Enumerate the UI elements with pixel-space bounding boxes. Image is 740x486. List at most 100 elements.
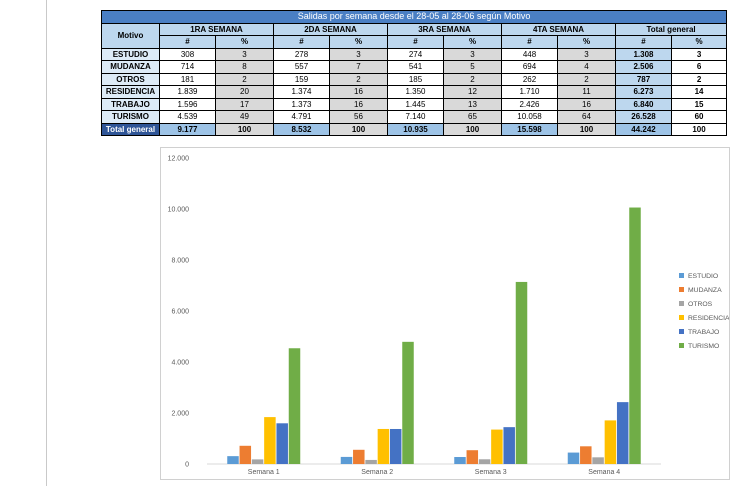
legend-label: OTROS: [688, 301, 713, 308]
total-percent: 2: [670, 72, 728, 86]
total-count: 6.840: [615, 97, 672, 111]
bar-residencia-2: [377, 428, 390, 464]
x-tick-label: Semana 4: [588, 469, 620, 476]
table-row: OTROS 181 2 159 2 185 2 262 2 787 2: [101, 72, 728, 86]
cell-count: 448: [501, 47, 558, 61]
total-percent: 3: [670, 47, 728, 61]
cell-count: 4.539: [159, 110, 216, 124]
cell-count: 1.374: [273, 85, 330, 99]
legend-swatch-estudio: [679, 273, 684, 278]
bar-trabajo-1: [276, 423, 288, 464]
cell-percent: 100: [329, 122, 388, 136]
week-header: 3RA SEMANA: [387, 22, 502, 36]
sub-header-pct: %: [557, 35, 616, 49]
sub-header-num: #: [387, 35, 444, 49]
total-percent: 60: [670, 110, 728, 124]
total-count: 44.242: [615, 122, 672, 136]
cell-count: 1.596: [159, 97, 216, 111]
table-row: MUDANZA 714 8 557 7 541 5 694 4 2.506 6: [101, 60, 728, 74]
table-row: TURISMO 4.539 49 4.791 56 7.140 65 10.058 64 26.5…: [101, 110, 728, 124]
bar-otros-1: [251, 459, 264, 464]
bar-estudio-4: [567, 452, 580, 464]
bar-otros-2: [365, 459, 377, 464]
cell-percent: 2: [557, 72, 616, 86]
cell-count: 541: [387, 60, 444, 74]
legend-swatch-trabajo: [679, 329, 684, 334]
bar-trabajo-4: [616, 402, 629, 464]
page-border: [46, 0, 740, 486]
legend-swatch-mudanza: [679, 287, 684, 292]
cell-percent: 2: [329, 72, 388, 86]
bar-turismo-2: [402, 341, 414, 464]
sub-header-pct: %: [670, 35, 728, 49]
cell-count: 694: [501, 60, 558, 74]
cell-percent: 7: [329, 60, 388, 74]
bar-residencia-1: [264, 417, 276, 464]
table-row: RESIDENCIA 1.839 20 1.374 16 1.350 12 1.710 11 6.…: [101, 85, 728, 99]
cell-percent: 2: [215, 72, 274, 86]
cell-percent: 13: [443, 97, 502, 111]
row-label: TRABAJO: [101, 97, 160, 111]
sub-header-pct: %: [215, 35, 274, 49]
cell-percent: 100: [443, 122, 502, 136]
cell-percent: 100: [557, 122, 616, 136]
table-title: Salidas por semana desde el 28-05 al 28-…: [100, 10, 728, 24]
cell-count: 557: [273, 60, 330, 74]
cell-count: 9.177: [159, 122, 216, 136]
cell-count: 308: [159, 47, 216, 61]
chart-container: 0 2.000 4.000 6.000 8.000 10.000 12.000 Semana …: [160, 147, 730, 480]
cell-percent: 16: [329, 97, 388, 111]
cell-percent: 3: [329, 47, 388, 61]
cell-count: 274: [387, 47, 444, 61]
week-header: 4TA SEMANA: [501, 22, 616, 36]
bar-mudanza-1: [239, 445, 252, 464]
sub-header-num: #: [501, 35, 558, 49]
cell-count: 8.532: [273, 122, 330, 136]
bar-chart: 0 2.000 4.000 6.000 8.000 10.000 12.000 Semana …: [168, 156, 730, 477]
legend-swatch-residencia: [679, 315, 684, 320]
total-percent: 100: [670, 122, 728, 136]
week-header: 2DA SEMANA: [273, 22, 388, 36]
cell-count: 1.350: [387, 85, 444, 99]
total-count: 6.273: [615, 85, 672, 99]
y-tick-label: 4.000: [171, 360, 189, 367]
total-percent: 14: [670, 85, 728, 99]
bar-estudio-3: [454, 457, 466, 464]
cell-percent: 12: [443, 85, 502, 99]
row-label: MUDANZA: [101, 60, 160, 74]
row-label: Total general: [101, 122, 160, 136]
bar-residencia-3: [491, 429, 503, 464]
row-label: TURISMO: [101, 110, 160, 124]
cell-count: 185: [387, 72, 444, 86]
cell-percent: 3: [443, 47, 502, 61]
sub-header-pct: %: [443, 35, 502, 49]
motivo-header: Motivo: [101, 22, 160, 49]
bar-estudio-2: [340, 456, 353, 464]
bar-mudanza-4: [580, 446, 592, 464]
cell-percent: 20: [215, 85, 274, 99]
cell-count: 714: [159, 60, 216, 74]
legend-swatch-otros: [679, 301, 684, 306]
row-label: OTROS: [101, 72, 160, 86]
total-count: 1.308: [615, 47, 672, 61]
legend-label: ESTUDIO: [688, 273, 718, 280]
sub-header-num: #: [159, 35, 216, 49]
cell-percent: 3: [215, 47, 274, 61]
row-label: RESIDENCIA: [101, 85, 160, 99]
cell-percent: 65: [443, 110, 502, 124]
salidas-table: Salidas por semana desde el 28-05 al 28-…: [100, 10, 728, 136]
cell-percent: 4: [557, 60, 616, 74]
cell-count: 4.791: [273, 110, 330, 124]
bar-otros-3: [478, 459, 491, 464]
cell-count: 15.598: [501, 122, 558, 136]
bar-turismo-1: [288, 348, 301, 464]
y-tick-label: 2.000: [171, 411, 189, 418]
cell-percent: 16: [557, 97, 616, 111]
row-label: ESTUDIO: [101, 47, 160, 61]
bar-turismo-4: [629, 207, 641, 464]
y-tick-label: 12.000: [168, 156, 190, 163]
cell-count: 7.140: [387, 110, 444, 124]
cell-count: 278: [273, 47, 330, 61]
x-tick-label: Semana 2: [361, 469, 393, 476]
cell-count: 159: [273, 72, 330, 86]
